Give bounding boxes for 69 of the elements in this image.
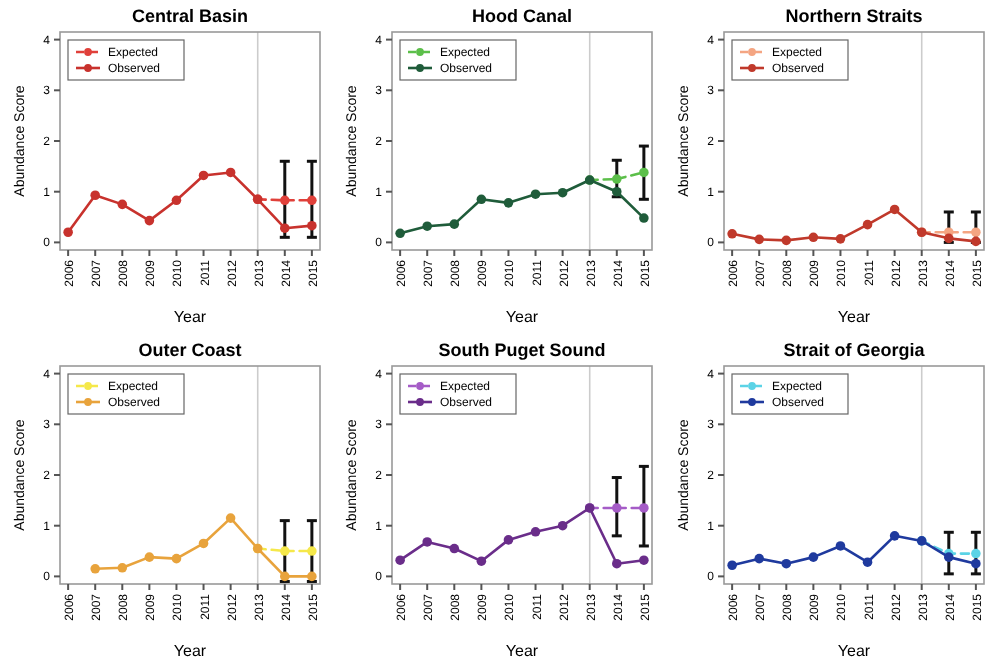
chart-title: Hood Canal xyxy=(471,6,573,26)
point xyxy=(280,546,290,556)
point xyxy=(395,555,405,565)
point xyxy=(90,190,100,201)
point xyxy=(530,527,541,537)
point xyxy=(171,553,182,564)
x-axis-title: Year xyxy=(173,642,207,660)
x-axis-title: Year xyxy=(505,308,539,326)
point xyxy=(862,557,873,567)
point xyxy=(144,215,155,226)
x-axis-title: Year xyxy=(837,308,871,326)
point xyxy=(639,213,649,223)
point xyxy=(449,543,460,554)
point xyxy=(144,552,155,562)
point xyxy=(971,558,981,569)
point xyxy=(449,219,460,229)
point xyxy=(307,546,317,556)
point xyxy=(63,227,73,238)
chart-title: Northern Straits xyxy=(785,6,923,26)
point xyxy=(198,170,209,181)
chart-title: Central Basin xyxy=(131,6,249,26)
point xyxy=(395,228,405,239)
point xyxy=(612,174,622,184)
point xyxy=(225,167,236,178)
point xyxy=(307,220,317,231)
point xyxy=(612,558,622,569)
point xyxy=(971,227,981,238)
point xyxy=(754,234,764,245)
point xyxy=(862,219,873,230)
point xyxy=(90,564,100,574)
point xyxy=(280,223,290,233)
point xyxy=(117,563,128,573)
point xyxy=(835,541,846,551)
x-axis-title: Year xyxy=(505,642,539,660)
point xyxy=(530,189,541,200)
point xyxy=(639,555,649,565)
point xyxy=(727,229,737,239)
point xyxy=(225,513,236,523)
point xyxy=(835,234,846,244)
point xyxy=(639,167,649,178)
chart-title: South Puget Sound xyxy=(438,340,606,360)
point xyxy=(557,187,568,198)
point xyxy=(889,204,900,215)
point xyxy=(476,194,487,205)
point xyxy=(117,199,128,210)
point xyxy=(422,537,432,547)
point xyxy=(503,198,514,208)
point xyxy=(781,558,792,569)
point xyxy=(754,553,764,564)
point xyxy=(727,560,737,571)
point xyxy=(198,538,209,549)
x-axis-title: Year xyxy=(837,642,871,660)
point xyxy=(422,221,432,231)
point xyxy=(307,195,317,206)
point xyxy=(971,548,981,559)
point xyxy=(808,552,819,562)
point xyxy=(171,195,182,206)
point xyxy=(503,535,514,545)
point xyxy=(889,531,900,541)
point xyxy=(612,503,622,513)
point xyxy=(639,503,649,513)
point xyxy=(808,232,819,243)
point xyxy=(781,235,792,246)
chart-title: Strait of Georgia xyxy=(783,340,927,360)
chart-title: Outer Coast xyxy=(138,340,242,360)
x-axis-title: Year xyxy=(173,308,207,326)
point xyxy=(476,556,487,566)
point xyxy=(557,520,568,531)
point xyxy=(280,195,290,206)
